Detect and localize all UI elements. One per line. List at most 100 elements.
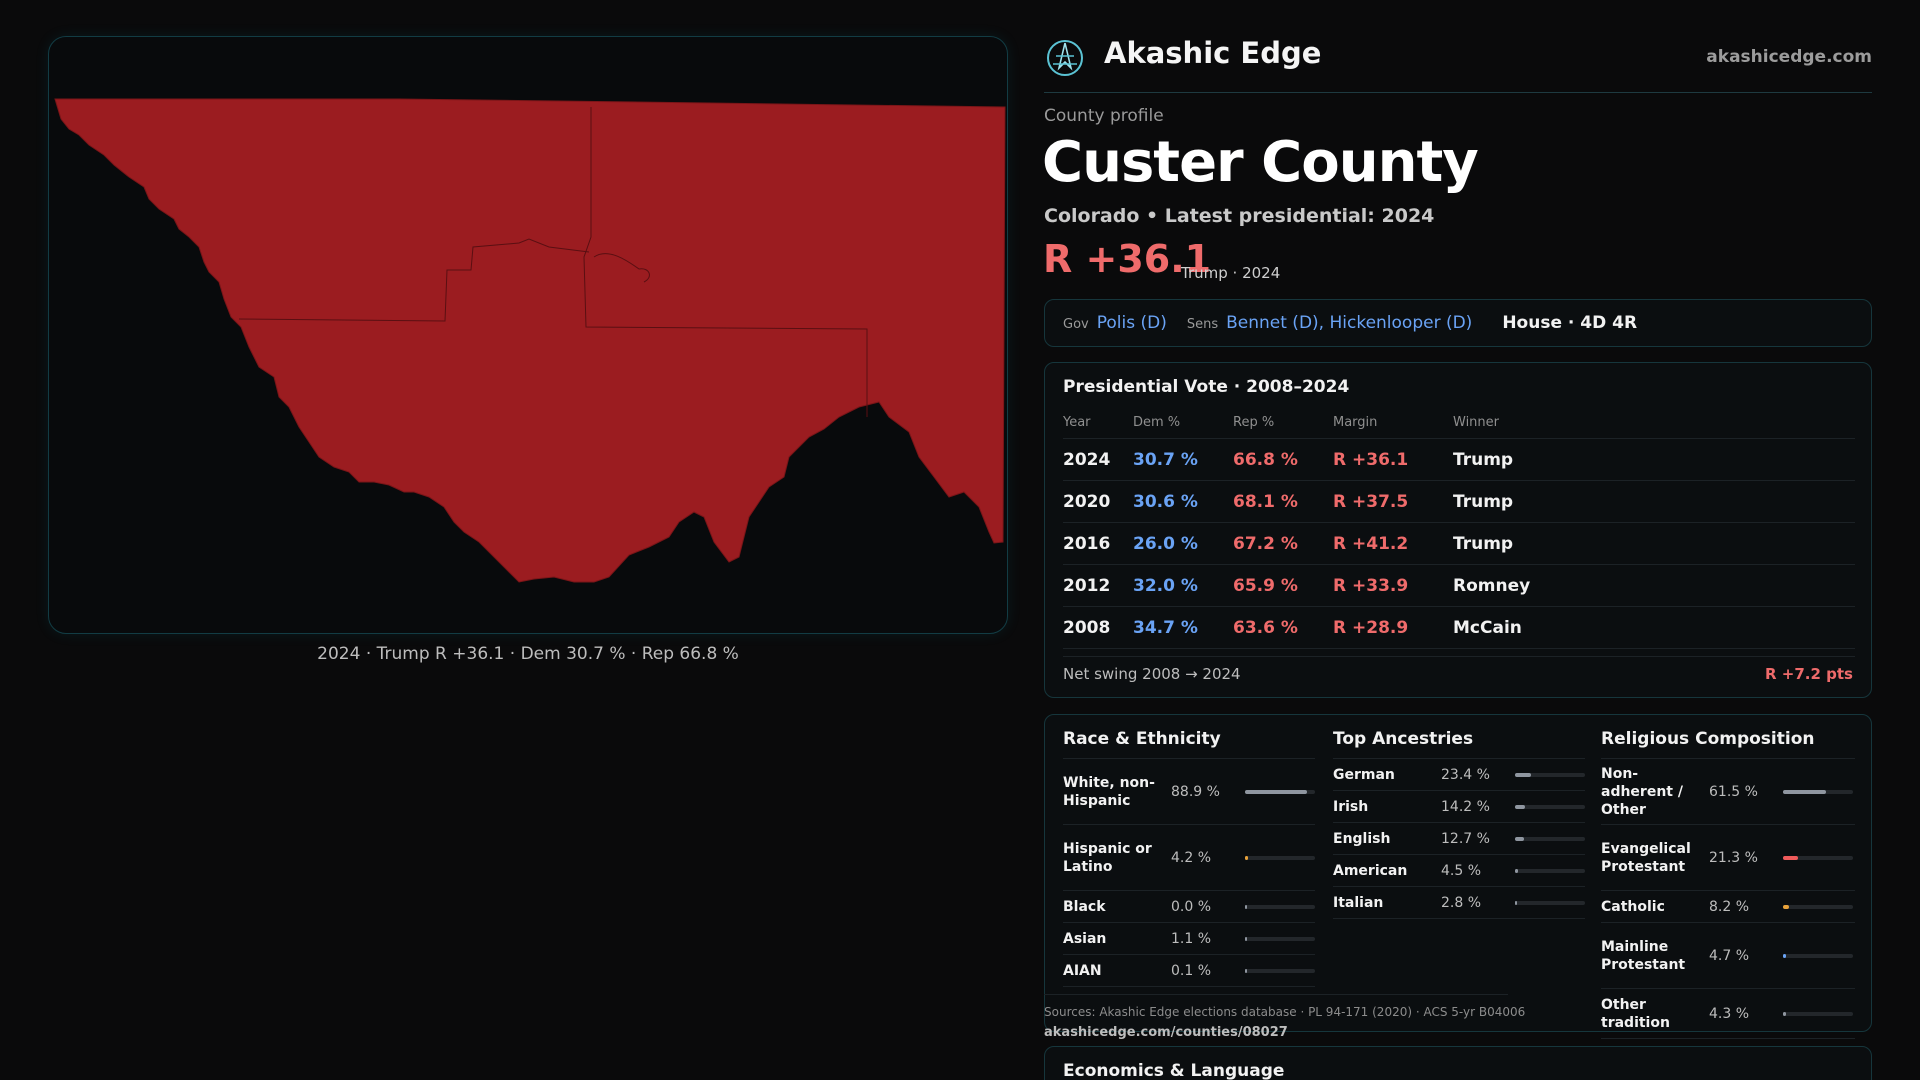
table-row[interactable]: 2008 34.7 % 63.6 % R +28.9 McCain (1063, 607, 1855, 649)
cell-winner: McCain (1453, 617, 1522, 638)
bar-fill (1515, 900, 1517, 905)
cell-rep: 66.8 % (1233, 449, 1298, 470)
list-item: Evangelical Protestant 21.3 % (1601, 825, 1855, 891)
item-value: 4.2 % (1171, 849, 1212, 866)
list-item: Hispanic or Latino 4.2 % (1063, 825, 1315, 891)
religion-column: Religious Composition Non-adherent / Oth… (1601, 729, 1855, 1039)
item-value: 0.0 % (1171, 898, 1212, 915)
list-item: American 4.5 % (1333, 855, 1585, 887)
table-row[interactable]: 2020 30.6 % 68.1 % R +37.5 Trump (1063, 481, 1855, 523)
bar-fill (1783, 904, 1789, 909)
cell-margin: R +37.5 (1333, 491, 1409, 512)
permalink[interactable]: akashicedge.com/counties/08027 (1044, 1025, 1288, 1040)
presidential-panel: Presidential Vote · 2008–2024 Year Dem %… (1044, 362, 1872, 698)
bar-fill (1245, 968, 1247, 973)
cell-margin: R +36.1 (1333, 449, 1409, 470)
table-row[interactable]: 2012 32.0 % 65.9 % R +33.9 Romney (1063, 565, 1855, 607)
item-value: 21.3 % (1709, 849, 1758, 866)
item-value: 0.1 % (1171, 962, 1212, 979)
bar-fill (1515, 868, 1518, 873)
ancestry-column: Top Ancestries German 23.4 % Irish 14.2 % En… (1333, 729, 1585, 919)
item-label: Italian (1333, 894, 1384, 911)
site-link[interactable]: akashicedge.com (1706, 47, 1872, 67)
bar-track (1245, 936, 1315, 941)
brand-name[interactable]: Akashic Edge (1104, 36, 1322, 70)
list-item: AIAN 0.1 % (1063, 955, 1315, 987)
page-title: Custer County (1042, 130, 1479, 195)
margin-headline: R +36.1 (1043, 237, 1212, 281)
col-header: Margin (1333, 415, 1378, 430)
house-delegation: House · 4D 4R (1502, 313, 1638, 333)
list-item: Italian 2.8 % (1333, 887, 1585, 919)
bar-fill (1783, 855, 1798, 860)
item-label: Other tradition (1601, 996, 1670, 1031)
item-value: 14.2 % (1441, 798, 1490, 815)
divider (1063, 656, 1855, 657)
cell-rep: 67.2 % (1233, 533, 1298, 554)
item-label: English (1333, 830, 1391, 847)
item-value: 1.1 % (1171, 930, 1212, 947)
list-item: German 23.4 % (1333, 759, 1585, 791)
bar-track (1245, 968, 1315, 973)
governor-link[interactable]: Polis (D) (1096, 313, 1167, 333)
cell-rep: 63.6 % (1233, 617, 1298, 638)
compass-rose-icon[interactable] (1045, 38, 1085, 78)
eyebrow-label: County profile (1044, 106, 1164, 126)
bar-track (1245, 789, 1315, 794)
item-value: 8.2 % (1709, 898, 1750, 915)
cell-dem: 30.7 % (1133, 449, 1198, 470)
list-item: Irish 14.2 % (1333, 791, 1585, 823)
county-shape[interactable] (54, 98, 1006, 583)
religion-list: Non-adherent / Other 61.5 % Evangelical Pr… (1601, 759, 1855, 1039)
item-label: White, non-Hispanic (1063, 774, 1155, 809)
senators-link[interactable]: Bennet (D), Hickenlooper (D) (1226, 313, 1473, 333)
cell-dem: 26.0 % (1133, 533, 1198, 554)
item-label: Catholic (1601, 898, 1665, 915)
presidential-table: Year Dem % Rep % Margin Winner 2024 30.7… (1063, 407, 1855, 649)
bar-track (1783, 953, 1853, 958)
cell-dem: 32.0 % (1133, 575, 1198, 596)
table-row[interactable]: 2024 30.7 % 66.8 % R +36.1 Trump (1063, 439, 1855, 481)
bar-fill (1515, 772, 1531, 777)
gov-label: Gov (1063, 317, 1089, 332)
cell-year: 2020 (1063, 491, 1111, 512)
item-value: 4.3 % (1709, 1005, 1750, 1022)
list-item: English 12.7 % (1333, 823, 1585, 855)
cell-margin: R +41.2 (1333, 533, 1409, 554)
bar-fill (1515, 804, 1525, 809)
table-row[interactable]: 2016 26.0 % 67.2 % R +41.2 Trump (1063, 523, 1855, 565)
bar-fill (1245, 789, 1307, 794)
bar-track (1783, 904, 1853, 909)
list-item: Asian 1.1 % (1063, 923, 1315, 955)
bar-fill (1783, 953, 1786, 958)
col-header: Rep % (1233, 415, 1275, 430)
officials-bar: Gov Polis (D) Sens Bennet (D), Hickenloo… (1044, 299, 1872, 347)
bar-fill (1783, 789, 1826, 794)
bar-track (1245, 904, 1315, 909)
economics-title: Economics & Language (1063, 1061, 1285, 1080)
bar-fill (1245, 904, 1247, 909)
race-title: Race & Ethnicity (1063, 729, 1315, 759)
economics-panel: Economics & Language (1044, 1046, 1872, 1080)
cell-year: 2024 (1063, 449, 1111, 470)
bar-track (1783, 789, 1853, 794)
bar-track (1245, 855, 1315, 860)
cell-rep: 65.9 % (1233, 575, 1298, 596)
bar-track (1515, 868, 1585, 873)
cell-year: 2012 (1063, 575, 1111, 596)
col-header: Winner (1453, 415, 1500, 430)
bar-fill (1515, 836, 1524, 841)
county-map[interactable] (48, 36, 1008, 634)
item-value: 4.5 % (1441, 862, 1482, 879)
item-value: 2.8 % (1441, 894, 1482, 911)
item-label: Irish (1333, 798, 1369, 815)
item-value: 4.7 % (1709, 947, 1750, 964)
header-divider (1044, 92, 1872, 93)
item-value: 23.4 % (1441, 766, 1490, 783)
list-item: Non-adherent / Other 61.5 % (1601, 759, 1855, 825)
demographics-panel: Race & Ethnicity White, non-Hispanic 88.9… (1044, 714, 1872, 1039)
col-header: Dem % (1133, 415, 1181, 430)
item-label: American (1333, 862, 1408, 879)
item-label: Hispanic or Latino (1063, 840, 1152, 875)
page-subtitle: Colorado • Latest presidential: 2024 (1044, 205, 1435, 227)
